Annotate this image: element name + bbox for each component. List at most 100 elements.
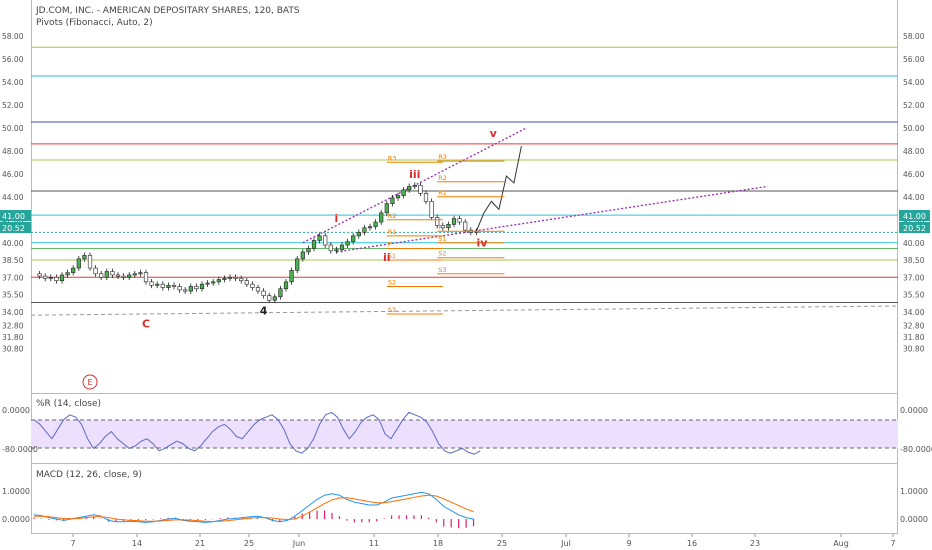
time-tick: 11 — [369, 539, 379, 548]
price-tick-right: 48.00 — [903, 147, 925, 156]
pivot-label: S1 — [388, 252, 396, 260]
candle-body — [188, 286, 193, 292]
candle-body — [407, 186, 412, 191]
candle-body — [334, 249, 339, 252]
candle-body — [401, 189, 406, 196]
pivot-label: S2 — [388, 278, 396, 286]
price-tick-left: 32.80 — [2, 322, 24, 331]
right-price-badge-bg — [899, 210, 930, 221]
price-tick-left: 50.00 — [2, 124, 24, 133]
pivot-label: S1 — [438, 235, 446, 243]
projection-layer — [475, 146, 522, 232]
candle-body — [412, 184, 417, 187]
wr-tick-80-left: -80.0000 — [2, 445, 38, 454]
pivot-label: R3 — [388, 154, 397, 162]
time-axis: 7 14 21 25 Jun 11 18 25 Jul 9 16 23 Aug 7 — [70, 534, 896, 548]
candle-body — [183, 289, 188, 292]
candle-body — [457, 218, 462, 223]
wr-band — [31, 420, 898, 448]
candle-body — [323, 235, 328, 246]
price-tick-left: 38.50 — [2, 256, 24, 265]
candle-body — [261, 290, 266, 296]
time-tick: Jun — [292, 539, 306, 548]
candle-body — [289, 270, 294, 283]
pivots-label: Pivots (Fibonacci, Auto, 2) — [36, 18, 153, 28]
price-tick-left: 56.00 — [2, 55, 24, 64]
wave-label-E: E — [87, 378, 92, 387]
wave-label-v: v — [490, 127, 498, 140]
price-tick-right: 31.80 — [903, 333, 925, 342]
last-price-badge: 41.00 — [2, 212, 25, 221]
price-tick-right: 58.00 — [903, 32, 925, 41]
candle-body — [87, 255, 93, 269]
prev-price-badge: 20.52 — [2, 224, 25, 233]
candle-body — [199, 283, 205, 290]
pivot-label: R1 — [438, 189, 447, 197]
price-tick-left: 34.00 — [2, 308, 24, 317]
wave-label-ii: ii — [383, 251, 391, 264]
lower-wedge-line — [336, 185, 768, 253]
candle-body — [423, 193, 429, 202]
candle-body — [379, 212, 384, 223]
pivot-label: P — [438, 223, 442, 231]
candle-body — [278, 288, 283, 298]
candle-body — [272, 296, 277, 301]
candle-body — [356, 232, 361, 237]
pivot-label: S3 — [438, 266, 446, 274]
chart-title: JD.COM, INC. - AMERICAN DEPOSITARY SHARE… — [35, 6, 300, 16]
candle-body — [440, 225, 445, 229]
right-price-badge: 41.00 — [903, 212, 926, 221]
time-tick: 14 — [132, 539, 142, 548]
price-tick-left: 40.00 — [2, 239, 24, 248]
price-tick-left: 48.00 — [2, 147, 24, 156]
candle-body — [166, 284, 171, 288]
wave-label-iv: iv — [477, 237, 489, 250]
macd-tick-0-left: 0.0000 — [2, 515, 30, 524]
candle-body — [171, 284, 177, 287]
price-tick-right: 32.80 — [903, 322, 925, 331]
candle-body — [37, 273, 42, 277]
candle-body — [99, 273, 104, 278]
candle-body — [295, 258, 300, 271]
candle-body — [345, 241, 350, 246]
price-tick-right: 38.50 — [903, 256, 925, 265]
candle-body — [429, 201, 434, 218]
candle-body — [222, 278, 227, 280]
pivot-label: S3 — [388, 306, 396, 314]
time-tick: 23 — [750, 539, 760, 548]
right-prev-badge: 20.52 — [903, 224, 926, 233]
candle-body — [155, 283, 160, 286]
price-tick-right: 30.80 — [903, 345, 925, 354]
price-tick-left: 46.00 — [2, 170, 24, 179]
price-tick-right: 56.00 — [903, 55, 925, 64]
time-tick: 18 — [433, 539, 443, 548]
wr-tick-80-right: -80.0000 — [900, 445, 932, 454]
price-tick-right: 46.00 — [903, 170, 925, 179]
candle-body — [328, 244, 333, 252]
candle-body — [93, 267, 98, 275]
candle-body — [54, 276, 59, 281]
candle-body — [250, 283, 255, 288]
candle-body — [239, 278, 244, 281]
price-tick-right: 44.00 — [903, 193, 925, 202]
pivot-label: R1 — [388, 228, 397, 236]
candle-body — [127, 274, 132, 278]
wave-label-4: 4 — [260, 305, 268, 318]
candle-body — [384, 203, 389, 214]
candle-body — [115, 274, 121, 277]
price-tick-right: 34.00 — [903, 308, 925, 317]
candle-body — [59, 274, 65, 282]
wave-label-iii: iii — [409, 168, 420, 181]
pivot-label: R2 — [388, 212, 397, 220]
wave-circle-e — [82, 374, 98, 390]
candle-body — [149, 281, 154, 286]
wr-tick-0-right: 0.0000 — [900, 406, 928, 415]
pivot-marks: R3 R2 R1 P S1 S2 S3 R3 R2 R1 P S1 S2 S3 — [386, 153, 505, 315]
candle-body — [317, 235, 322, 241]
candle-body — [418, 184, 423, 194]
time-tick: 7 — [890, 539, 895, 548]
dashed-support-line — [30, 305, 899, 316]
candle-body — [311, 240, 317, 249]
